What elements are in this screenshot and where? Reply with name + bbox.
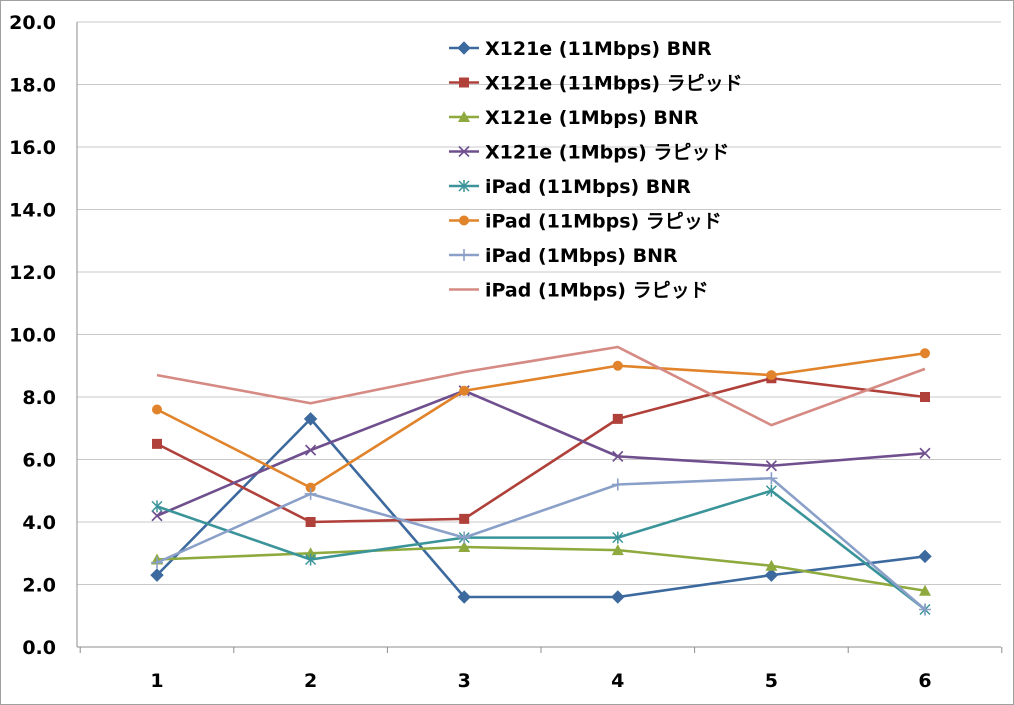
data-point (305, 553, 317, 566)
data-point (305, 482, 316, 493)
legend-entry: iPad (11Mbps) ラピッド (449, 211, 722, 233)
series-line (156, 351, 926, 489)
legend-marker (458, 111, 470, 122)
legend-marker (457, 41, 471, 55)
legend: X121e (11Mbps) BNR X121e (11Mbps) ラピッド X12… (449, 38, 743, 302)
data-point (920, 348, 930, 359)
legend-label: iPad (1Mbps) BNR (485, 245, 678, 267)
data-point (304, 487, 317, 500)
data-point (765, 559, 778, 571)
data-point (611, 590, 625, 604)
y-tick-label: 8.0 (22, 387, 56, 409)
data-point (765, 484, 777, 497)
y-tick-label: 2.0 (22, 575, 56, 597)
data-point (920, 392, 930, 402)
series-line (156, 389, 926, 517)
series-line (156, 417, 926, 599)
data-point (151, 500, 163, 513)
legend-marker (459, 215, 469, 226)
x-tick-label: 5 (765, 670, 778, 692)
data-point (305, 444, 317, 456)
data-point (766, 370, 777, 381)
data-point (612, 450, 624, 462)
data-point (764, 568, 779, 582)
x-tick-label: 4 (611, 670, 624, 692)
legend-label: iPad (11Mbps) ラピッド (485, 211, 722, 233)
data-point (459, 513, 470, 524)
legend-label: X121e (1Mbps) BNR (485, 107, 699, 129)
data-point (765, 472, 778, 485)
y-tick-label: 18.0 (9, 75, 56, 97)
data-point (612, 413, 623, 424)
data-point (151, 510, 163, 522)
data-point (152, 404, 162, 415)
legend-entry: iPad (1Mbps) BNR (449, 245, 678, 267)
data-point (458, 531, 471, 544)
data-point (611, 544, 624, 556)
legend-label: iPad (1Mbps) ラピッド (485, 280, 709, 302)
y-tick-label: 0.0 (22, 637, 56, 659)
series-1 (150, 412, 932, 604)
series-line (156, 476, 926, 611)
series-lines (150, 345, 932, 616)
legend-label: X121e (1Mbps) ラピッド (485, 142, 729, 164)
data-point (919, 584, 931, 596)
legend-entry: X121e (11Mbps) ラピッド (449, 73, 743, 95)
series-line (156, 489, 926, 611)
data-point (612, 360, 623, 371)
y-tick-label: 10.0 (9, 325, 56, 347)
series-7 (151, 472, 931, 616)
data-point (919, 603, 931, 616)
series-line (156, 345, 926, 427)
legend-entry: X121e (11Mbps) BNR (449, 38, 712, 60)
series-line (156, 376, 926, 524)
data-point (457, 590, 471, 604)
data-point (918, 549, 932, 564)
data-point (305, 517, 316, 527)
data-point (151, 556, 163, 569)
series-3 (151, 541, 931, 596)
legend-label: iPad (11Mbps) BNR (485, 176, 691, 198)
data-point (458, 541, 471, 552)
legend-label: X121e (11Mbps) ラピッド (485, 73, 743, 95)
data-point (303, 412, 318, 426)
legend-entry: X121e (1Mbps) BNR (449, 107, 699, 129)
y-tick-label: 16.0 (9, 137, 56, 159)
y-tick-label: 12.0 (9, 262, 56, 284)
y-tick-label: 20.0 (9, 12, 56, 34)
x-tick-label: 2 (304, 670, 317, 692)
legend-label: X121e (11Mbps) BNR (485, 38, 712, 60)
y-tick-label: 6.0 (22, 450, 56, 472)
legend-marker (458, 145, 470, 158)
data-point (459, 385, 470, 396)
legend-entry: iPad (1Mbps) ラピッド (449, 280, 709, 302)
gridlines (77, 21, 1001, 585)
legend-entry: iPad (11Mbps) BNR (449, 176, 691, 198)
data-point (919, 447, 931, 459)
y-tick-label: 14.0 (9, 200, 56, 222)
data-point (765, 460, 777, 472)
series-8 (156, 345, 926, 427)
series-6 (152, 348, 930, 493)
legend-marker (459, 77, 469, 88)
x-tick-label: 1 (150, 670, 163, 692)
y-tick-label: 4.0 (22, 512, 56, 534)
legend-marker (458, 249, 470, 261)
legend-entry: X121e (1Mbps) ラピッド (449, 142, 729, 164)
data-point (152, 438, 162, 449)
data-point (612, 531, 624, 544)
x-tick-label: 3 (458, 670, 471, 692)
data-point (611, 478, 624, 491)
series-line (156, 545, 926, 593)
x-tick-label: 6 (918, 670, 931, 692)
data-point (150, 568, 164, 582)
legend-marker (458, 180, 470, 192)
axes: 0.0 2.0 4.0 6.0 8.0 10.0 12.0 14.0 16.0 18.0 20.0 1… (9, 12, 1003, 692)
